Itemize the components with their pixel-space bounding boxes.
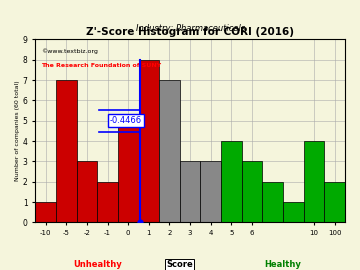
Bar [242,161,262,222]
Bar [201,161,221,222]
Bar [97,182,118,222]
Title: Z'-Score Histogram for CORI (2016): Z'-Score Histogram for CORI (2016) [86,27,294,37]
Bar [304,141,324,222]
Y-axis label: Number of companies (60 total): Number of companies (60 total) [15,81,20,181]
Bar [180,161,201,222]
Bar [35,202,56,222]
Bar [139,60,159,222]
Text: The Research Foundation of SUNY: The Research Foundation of SUNY [41,63,162,68]
Bar [262,182,283,222]
Bar [221,141,242,222]
Bar [324,182,345,222]
Bar [118,121,139,222]
Bar [283,202,304,222]
Text: Healthy: Healthy [265,260,301,269]
Bar [77,161,97,222]
Text: Industry: Pharmaceuticals: Industry: Pharmaceuticals [135,24,245,33]
Text: Unhealthy: Unhealthy [73,260,122,269]
Text: Score: Score [166,260,193,269]
Text: -0.4466: -0.4466 [110,116,142,125]
Text: ©www.textbiz.org: ©www.textbiz.org [41,49,98,54]
Bar [159,80,180,222]
Bar [56,80,77,222]
